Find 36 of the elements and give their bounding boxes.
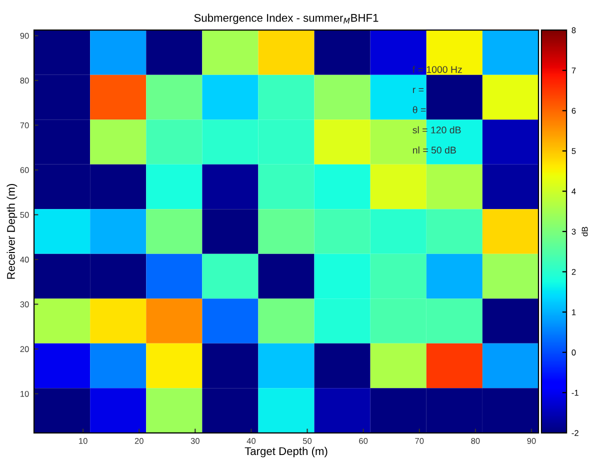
y-axis-title: Receiver Depth (m)	[6, 184, 18, 279]
annotation: θ =	[412, 106, 426, 114]
annotation: r =	[413, 88, 424, 94]
color-bar-label: 0	[572, 350, 576, 356]
color-bar-label: 6	[572, 108, 576, 114]
color-bar-label: 5	[572, 148, 576, 154]
chart-title: Submergence Index - summer$_{M}$BHF1	[194, 14, 378, 24]
color-bar-label: -1	[572, 390, 578, 396]
y-tick-label: 90	[20, 32, 29, 39]
x-tick-label: 80	[471, 438, 480, 444]
y-tick-label: 30	[20, 301, 29, 308]
y-tick-label: 70	[20, 122, 29, 128]
y-tick-label: 80	[20, 78, 29, 84]
x-tick-label: 30	[190, 438, 200, 444]
y-tick-label: 20	[20, 346, 29, 352]
y-tick-label: 10	[20, 390, 29, 397]
color-bar-label: 7	[572, 68, 576, 74]
y-tick-label: 50	[20, 212, 29, 218]
x-tick-label: 50	[302, 438, 312, 444]
x-tick-label: 70	[415, 438, 424, 444]
color-bar-label: 8	[572, 27, 576, 34]
color-bar-label: 2	[572, 268, 576, 275]
color-bar-label: 3	[572, 228, 576, 235]
color-bar-label: -2	[572, 430, 578, 436]
annotation: f = 1000 Hz	[412, 66, 462, 73]
y-tick-label: 60	[20, 167, 29, 174]
x-tick-label: 90	[527, 438, 536, 444]
x-axis-title: Target Depth (m)	[244, 446, 328, 458]
x-tick-label: 60	[359, 438, 368, 444]
y-tick-label: 40	[20, 256, 29, 263]
color-bar-label: 4	[572, 188, 576, 194]
x-tick-label: 20	[134, 438, 144, 444]
color-bar-label: 1	[572, 309, 576, 316]
x-tick-label: 40	[246, 438, 256, 444]
x-tick-label: 10	[79, 438, 88, 444]
color-bar-title: dB	[582, 226, 588, 236]
